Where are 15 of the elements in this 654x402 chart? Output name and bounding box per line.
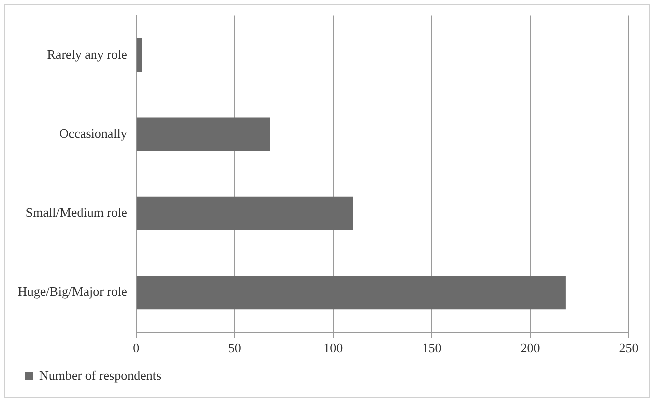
y-tick-label: Huge/Big/Major role [18, 284, 128, 300]
y-tick-label: Small/Medium role [26, 205, 128, 220]
x-tick-label: 150 [422, 340, 442, 356]
y-tick-label: Occasionally [60, 126, 128, 141]
x-tick-label: 50 [228, 340, 242, 356]
bar [136, 196, 354, 230]
bar [136, 276, 566, 310]
legend-label: Number of respondents [40, 368, 162, 383]
bar [136, 38, 142, 72]
x-tick-label: 0 [133, 340, 140, 356]
x-tick-label: 250 [619, 340, 639, 356]
x-tick-label: 100 [324, 340, 344, 356]
bar [136, 118, 270, 152]
x-tick-label: 200 [520, 340, 540, 356]
y-tick-label: Rarely any role [47, 46, 128, 62]
